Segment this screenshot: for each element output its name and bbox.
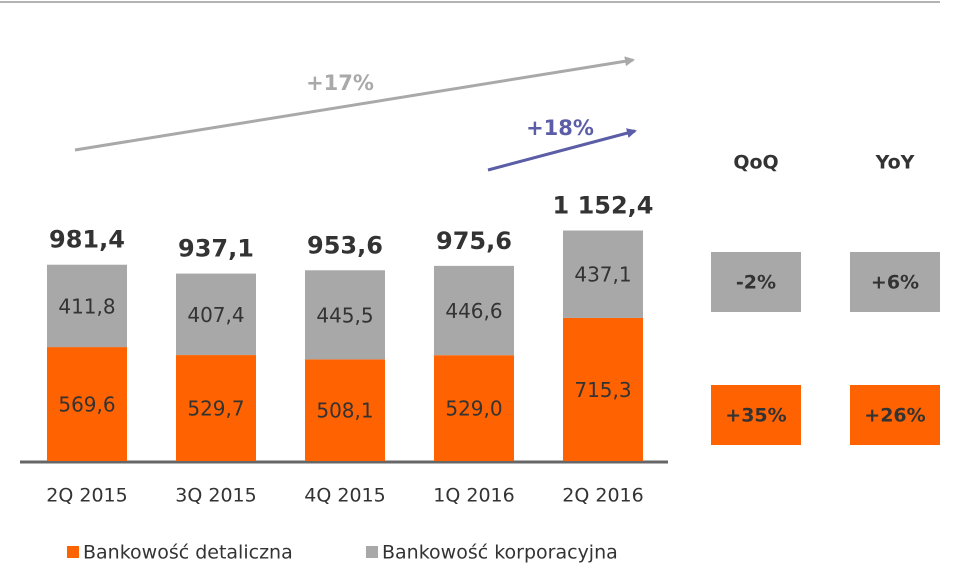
x-tick-label: 2Q 2015	[46, 485, 127, 507]
bar-segment	[563, 230, 643, 318]
legend-swatch	[67, 546, 79, 558]
data-label: 508,1	[316, 399, 373, 423]
x-tick-label: 4Q 2015	[304, 485, 385, 507]
change-value: +35%	[725, 405, 786, 427]
legend-swatch	[366, 546, 378, 558]
legend-label: Bankowość korporacyjna	[382, 542, 618, 564]
change-box	[850, 385, 940, 445]
total-label: 953,6	[307, 231, 383, 259]
data-label: 715,3	[574, 378, 631, 402]
data-label: 529,0	[445, 397, 502, 421]
total-label: 937,1	[178, 235, 254, 263]
bar-segment	[305, 270, 385, 360]
change-box	[711, 385, 801, 445]
x-tick-label: 1Q 2016	[433, 485, 514, 507]
annotation: +17%	[306, 71, 374, 95]
total-label: 975,6	[436, 227, 512, 255]
change-value: +26%	[864, 405, 925, 427]
bar-segment	[434, 355, 514, 461]
x-tick-label: 3Q 2015	[175, 485, 256, 507]
bar-segment	[434, 265, 514, 356]
bar-segment	[176, 355, 256, 461]
annotation: +18%	[526, 116, 594, 140]
change-box	[850, 252, 940, 312]
total-label: 1 152,4	[553, 192, 654, 220]
trend-arrow	[74, 56, 635, 152]
legend-label: Bankowość detaliczna	[83, 542, 293, 564]
data-label: 445,5	[316, 303, 373, 327]
data-label: 569,6	[58, 393, 115, 417]
bar-segment	[563, 317, 643, 461]
table-header: YoY	[875, 152, 915, 174]
bar-segment	[176, 273, 256, 356]
bar-segment	[47, 264, 127, 348]
bar-segment	[47, 347, 127, 461]
trend-arrow	[487, 128, 637, 172]
x-tick-label: 2Q 2016	[562, 485, 643, 507]
total-label: 981,4	[49, 226, 125, 254]
change-box	[711, 252, 801, 312]
data-label: 437,1	[574, 263, 631, 287]
data-label: 411,8	[58, 294, 115, 318]
bar-segment	[305, 359, 385, 461]
data-label: 446,6	[445, 299, 502, 323]
data-label: 407,4	[187, 303, 244, 327]
data-label: 529,7	[187, 397, 244, 421]
change-value: -2%	[736, 272, 776, 294]
table-header: QoQ	[733, 152, 778, 174]
change-value: +6%	[871, 272, 919, 294]
